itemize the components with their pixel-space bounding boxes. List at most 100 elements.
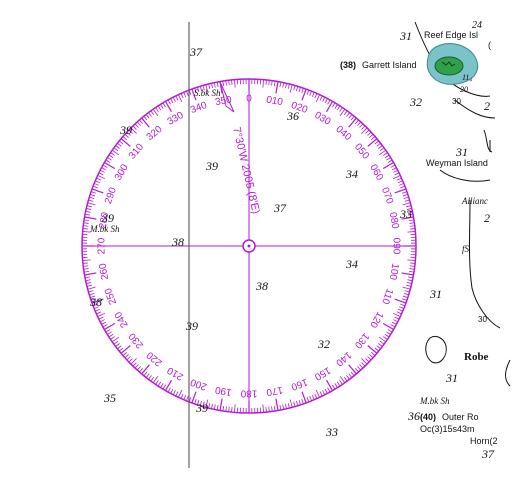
sounding: 32 xyxy=(317,337,330,351)
rose-degree-label: 100 xyxy=(387,262,401,281)
rose-tick xyxy=(162,102,166,108)
rose-tick xyxy=(130,358,137,365)
rose-tick xyxy=(309,91,312,96)
rose-tick xyxy=(141,364,150,375)
rose-tick xyxy=(197,399,200,405)
rose-degree-label: 290 xyxy=(103,186,119,206)
rose-tick xyxy=(194,399,197,405)
rose-tick xyxy=(332,384,336,390)
rose-tick xyxy=(314,93,318,99)
rose-tick xyxy=(175,95,179,101)
rose-tick xyxy=(83,222,89,224)
rose-tick xyxy=(94,183,99,186)
robe-label: Robe xyxy=(464,351,489,363)
rose-degree-label: 050 xyxy=(352,142,371,162)
rose-tick xyxy=(155,107,159,112)
rose-tick xyxy=(287,403,290,409)
rose-tick xyxy=(393,319,398,323)
rose-degree-label: 030 xyxy=(312,110,332,128)
rose-tick xyxy=(108,333,114,338)
rose-tick xyxy=(357,121,362,126)
rose-tick xyxy=(408,270,415,273)
rose-tick xyxy=(282,404,285,410)
rose-tick xyxy=(315,389,320,398)
rose-tick xyxy=(90,295,96,298)
rose-tick xyxy=(376,142,381,147)
rose-tick xyxy=(167,99,171,105)
reef-patch xyxy=(434,56,464,76)
rose-degree-label: 240 xyxy=(113,309,131,329)
rose-tick xyxy=(178,94,183,103)
rose-tick xyxy=(407,276,414,279)
rose-tick xyxy=(222,405,225,412)
sounding: 37 xyxy=(481,447,495,461)
rose-tick xyxy=(361,358,368,365)
rose-tick xyxy=(348,114,353,119)
rose-tick xyxy=(101,321,107,325)
rose-tick xyxy=(211,403,213,409)
rose-tick xyxy=(298,87,301,93)
rose-tick xyxy=(145,114,150,119)
rose-tick xyxy=(365,358,370,363)
rose-tick xyxy=(143,371,148,377)
rose-tick xyxy=(96,311,102,315)
rose-tick xyxy=(139,368,144,373)
rose-tick xyxy=(407,213,414,216)
rose-tick xyxy=(162,384,166,390)
rose-tick xyxy=(148,112,152,117)
rose-tick xyxy=(202,401,205,407)
rose-degree-label: 230 xyxy=(127,330,146,350)
rose-tick xyxy=(98,172,104,176)
sounding: 38 xyxy=(89,295,102,309)
rose-tick xyxy=(336,105,341,111)
rose-tick xyxy=(327,99,331,105)
weyman-island-label: Weyman Island xyxy=(426,158,488,168)
sounding: 38 xyxy=(171,235,184,249)
rose-tick xyxy=(390,164,396,168)
sounding: 39 xyxy=(119,123,132,137)
rose-tick xyxy=(191,88,197,101)
rose-tick xyxy=(126,131,131,136)
fog-horn-label: Horn(2 xyxy=(470,436,498,446)
rose-tick xyxy=(143,115,148,121)
rose-tick xyxy=(82,262,88,264)
rose-tick xyxy=(152,108,159,116)
rose-tick xyxy=(100,319,105,323)
rose-tick xyxy=(85,210,91,213)
rose-tick xyxy=(406,205,412,208)
rose-tick xyxy=(379,147,385,152)
rose-tick xyxy=(325,101,334,113)
rose-tick xyxy=(199,400,203,406)
reef-edge-island-label: Reef Edge Isl xyxy=(424,30,478,40)
rose-tick xyxy=(175,391,179,397)
rose-tick xyxy=(84,272,97,276)
rose-tick xyxy=(402,191,408,194)
rose-tick xyxy=(265,79,267,85)
rose-tick xyxy=(348,117,357,128)
rose-tick xyxy=(234,404,236,413)
rose-tick xyxy=(404,290,410,293)
rose-tick xyxy=(96,177,102,181)
sounding: 20 xyxy=(460,85,468,94)
rose-tick xyxy=(88,290,94,293)
rose-tick xyxy=(117,345,122,350)
rose-tick xyxy=(394,188,407,194)
rose-tick xyxy=(379,340,385,345)
rose-tick xyxy=(136,366,141,371)
rose-tick xyxy=(367,131,372,136)
rose-tick xyxy=(102,164,108,168)
rose-tick xyxy=(83,225,89,227)
rose-tick xyxy=(86,208,92,210)
sounding: 31 xyxy=(455,145,468,159)
rose-tick xyxy=(91,298,104,304)
sounding: 31 xyxy=(429,287,442,301)
rose-tick xyxy=(105,329,111,333)
rose-degree-label: 120 xyxy=(367,309,385,329)
rose-tick xyxy=(155,380,159,385)
rose-tick xyxy=(339,376,346,384)
mbk-sh-west-label: M.bk Sh xyxy=(89,224,120,234)
coastline xyxy=(414,21,511,387)
rose-tick xyxy=(275,398,279,411)
sounding: 36 xyxy=(286,109,299,123)
